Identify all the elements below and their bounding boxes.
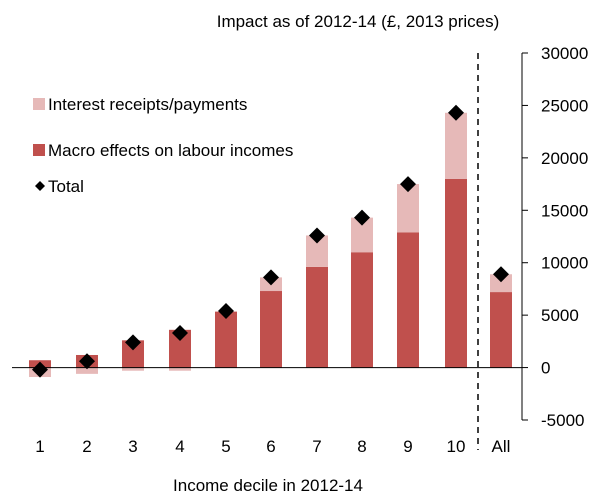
bar-macro-effects [397,232,419,368]
y-tick-label: 0 [541,359,550,378]
y-tick-label: 30000 [541,44,588,63]
y-ticks: 30000 25000 20000 15000 10000 5000 0 -5000 [522,44,588,430]
bar-interest [445,112,467,179]
x-tick-label: 8 [357,437,366,456]
bar-macro-effects [445,178,467,368]
bar-interest [306,235,328,267]
x-tick-label: 10 [447,437,466,456]
total-marker [309,227,325,244]
total-marker [493,266,509,283]
x-ticks: 1 2 3 4 5 6 7 8 9 10 All [35,437,510,456]
bar-macro-effects [351,252,373,368]
total-marker [448,104,464,121]
bar-macro-effects [169,329,191,368]
y-tick-label: 15000 [541,201,588,220]
x-tick-label: 9 [403,437,412,456]
bar-interest [351,217,373,253]
bar-macro-effects [490,292,512,368]
total-marker [354,209,370,226]
x-tick-label: 6 [266,437,275,456]
y-tick-label: 5000 [541,306,579,325]
x-axis-title: Income decile in 2012-14 [173,476,363,495]
total-markers [32,104,509,378]
legend-symbol [35,181,45,191]
total-marker [400,176,416,193]
chart-title: Impact as of 2012-14 (£, 2013 prices) [217,12,500,31]
bar-macro-effects [122,340,144,368]
legend-label: Total [48,177,84,196]
bars-layer [29,112,512,378]
legend-symbol [33,144,45,156]
bar-interest [397,184,419,233]
x-tick-label: 1 [35,437,44,456]
x-tick-label: 7 [312,437,321,456]
x-tick-label: All [492,437,511,456]
legend: Interest receipts/payments Macro effects … [33,95,293,196]
legend-symbol [33,98,45,110]
bar-interest [169,367,191,371]
bar-interest [490,274,512,293]
total-marker [32,361,48,378]
total-marker [172,324,188,341]
x-tick-label: 3 [128,437,137,456]
total-marker [218,302,234,319]
legend-label: Interest receipts/payments [48,95,247,114]
bar-interest [122,367,144,371]
x-tick-label: 5 [221,437,230,456]
x-tick-label: 4 [175,437,184,456]
total-marker [263,269,279,286]
total-marker [79,353,95,370]
x-tick-label: 2 [82,437,91,456]
bar-macro-effects [260,291,282,368]
y-tick-label: 20000 [541,149,588,168]
total-marker [125,334,141,351]
bar-interest [76,367,98,374]
y-tick-label: 25000 [541,96,588,115]
y-tick-label: -5000 [541,411,584,430]
y-tick-label: 10000 [541,254,588,273]
legend-label: Macro effects on labour incomes [48,141,293,160]
bar-macro-effects [215,311,237,368]
bar-macro-effects [306,266,328,368]
